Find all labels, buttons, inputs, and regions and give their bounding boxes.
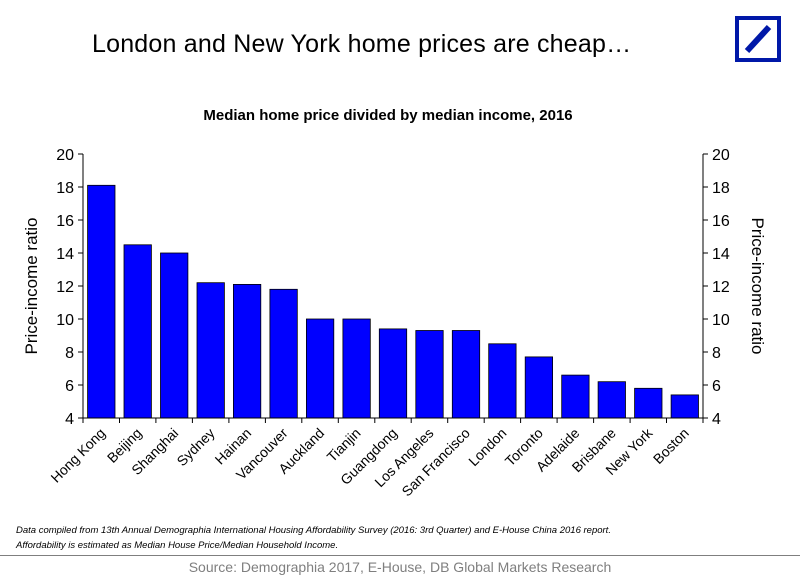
bar-hainan [232,283,262,419]
y-tick-label-right: 10 [712,312,730,329]
x-tick-label: Boston [650,425,692,467]
y-tick-label-right: 6 [712,378,721,395]
bar-san-francisco [451,330,481,419]
x-tick-label: Sydney [173,425,217,469]
bar-shanghai [160,252,189,419]
footnote-line: Affordability is estimated as Median Hou… [16,540,339,551]
slide-headline: London and New York home prices are chea… [92,30,632,58]
bar-chart: Median home price divided by median inco… [22,107,767,499]
y-tick-label-left: 4 [65,411,74,428]
y-tick-label-left: 10 [56,312,74,329]
y-tick-label-left: 6 [65,378,74,395]
y-tick-label-right: 14 [712,246,730,263]
bar-brisbane [597,381,626,419]
bar-london [488,343,517,419]
footnote-line: Data compiled from 13th Annual Demograph… [16,525,611,536]
y-tick-label-left: 14 [56,246,74,263]
y-tick-label-left: 16 [56,213,74,230]
bar-adelaide [561,374,590,419]
y-tick-label-left: 12 [56,279,74,296]
bar-vancouver [269,288,298,419]
bar-los-angeles [415,330,444,419]
y-tick-label-right: 12 [712,279,730,296]
y-tick-label-left: 20 [56,147,74,164]
bar-boston [670,394,699,419]
y-tick-label-left: 18 [56,180,74,197]
y-tick-label-right: 18 [712,180,730,197]
deutsche-bank-logo-icon [735,16,781,62]
y-tick-label-right: 8 [712,345,721,362]
bar-guangdong [378,328,408,419]
bar-tianjin [342,318,371,419]
y-axis-label-right: Price-income ratio [748,218,767,355]
y-tick-label-right: 20 [712,147,730,164]
source-line: Source: Demographia 2017, E-House, DB Gl… [188,559,612,575]
bar-hong-kong [87,184,116,419]
bar-sydney [196,282,225,419]
footnotes: Data compiled from 13th Annual Demograph… [16,523,786,553]
x-tick-label: London [465,425,509,469]
chart-title: Median home price divided by median inco… [203,107,572,124]
y-axis-label-left: Price-income ratio [22,218,41,355]
x-tick-label: Hong Kong [47,425,108,486]
y-tick-label-right: 16 [712,213,730,230]
divider [0,555,800,556]
bar-auckland [305,318,335,419]
y-tick-label-left: 8 [65,345,74,362]
bar-toronto [524,356,554,419]
bar-new-york [634,387,663,419]
y-tick-label-right: 4 [712,411,721,428]
bar-beijing [123,244,152,419]
